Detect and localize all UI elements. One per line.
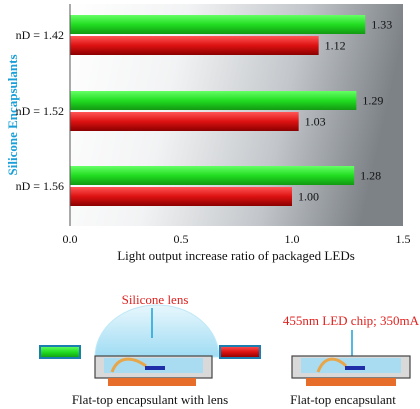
value-label-red-2: 1.00 xyxy=(298,190,319,204)
package-with-lens: Silicone lens Flat-top encapsulant with … xyxy=(39,292,228,407)
right-caption: Flat-top encapsulant xyxy=(290,392,396,407)
x-tick-label-3: 1.5 xyxy=(396,232,411,246)
silicone-lens-dome xyxy=(94,304,220,358)
x-tick-label-1: 0.5 xyxy=(174,232,189,246)
substrate-right xyxy=(306,378,396,386)
axes-group: 0.0 0.5 1.0 1.5 xyxy=(63,4,411,246)
lens-label: Silicone lens xyxy=(122,292,189,307)
cavity-left xyxy=(104,358,203,373)
y-axis-title: Silicone Encapsulants xyxy=(5,54,20,175)
value-label-green-0: 1.33 xyxy=(371,18,392,32)
category-label-1: nD = 1.52 xyxy=(16,104,64,118)
bars-group xyxy=(70,15,366,206)
substrate-left xyxy=(108,378,196,386)
x-axis-title: Light output increase ratio of packaged … xyxy=(117,248,355,263)
bar-red-1 xyxy=(70,112,299,131)
cavity-right xyxy=(301,358,401,373)
led-chip-left xyxy=(145,366,165,370)
legend-swatch-green xyxy=(39,345,81,359)
labels-group: 1.33 1.12 nD = 1.42 1.29 1.03 nD = 1.52 1.28 1.… xyxy=(16,18,393,204)
bar-red-0 xyxy=(70,36,319,55)
chip-label: 455nm LED chip; 350mA xyxy=(283,313,420,328)
category-label-0: nD = 1.42 xyxy=(16,28,64,42)
bar-green-2 xyxy=(70,166,355,185)
bond-wire-right xyxy=(316,357,348,373)
value-label-red-1: 1.03 xyxy=(305,115,326,129)
bar-green-1 xyxy=(70,91,357,110)
package-flat-top: 455nm LED chip; 350mA Flat-top encapsula… xyxy=(219,313,420,407)
value-label-red-0: 1.12 xyxy=(325,39,346,53)
bond-wire-left xyxy=(110,357,147,373)
category-label-2: nD = 1.56 xyxy=(16,179,64,193)
x-tick-label-0: 0.0 xyxy=(63,232,78,246)
bar-green-0 xyxy=(70,15,366,34)
value-label-green-2: 1.28 xyxy=(360,169,381,183)
value-label-green-1: 1.29 xyxy=(362,94,383,108)
legend-swatch-red xyxy=(219,345,261,359)
x-tick-label-2: 1.0 xyxy=(285,232,300,246)
led-chip-right xyxy=(345,366,365,370)
bar-red-2 xyxy=(70,187,292,206)
left-caption: Flat-top encapsulant with lens xyxy=(72,392,228,407)
